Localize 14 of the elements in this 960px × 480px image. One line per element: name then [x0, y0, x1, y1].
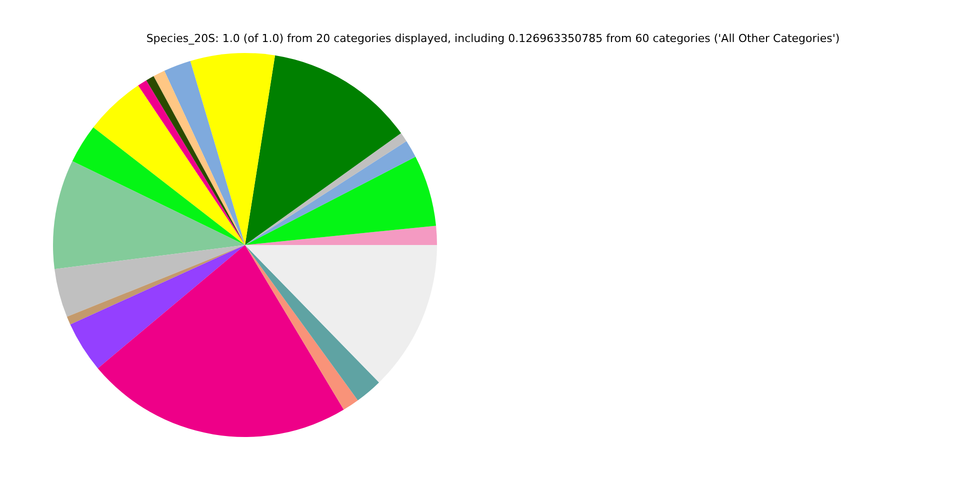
pie-slice — [72, 127, 245, 245]
pie-slice — [245, 156, 436, 245]
pie-slice — [53, 161, 245, 270]
pie-slice — [54, 245, 245, 317]
pie-slice — [245, 245, 437, 382]
pie-slice — [245, 55, 402, 245]
pie-slice — [245, 226, 437, 245]
pie-slice — [70, 245, 245, 368]
pie-slice — [245, 245, 358, 410]
pie-slice — [98, 245, 344, 437]
pie-slice — [245, 245, 380, 400]
text: Species_20S: 1.0 (of 1.0) from 20 categories displayed, including 0.126963350785 from 60 categories ('All Other Categories') — [145, 32, 841, 45]
pie-slice — [66, 245, 245, 325]
pie-slice — [164, 60, 245, 245]
